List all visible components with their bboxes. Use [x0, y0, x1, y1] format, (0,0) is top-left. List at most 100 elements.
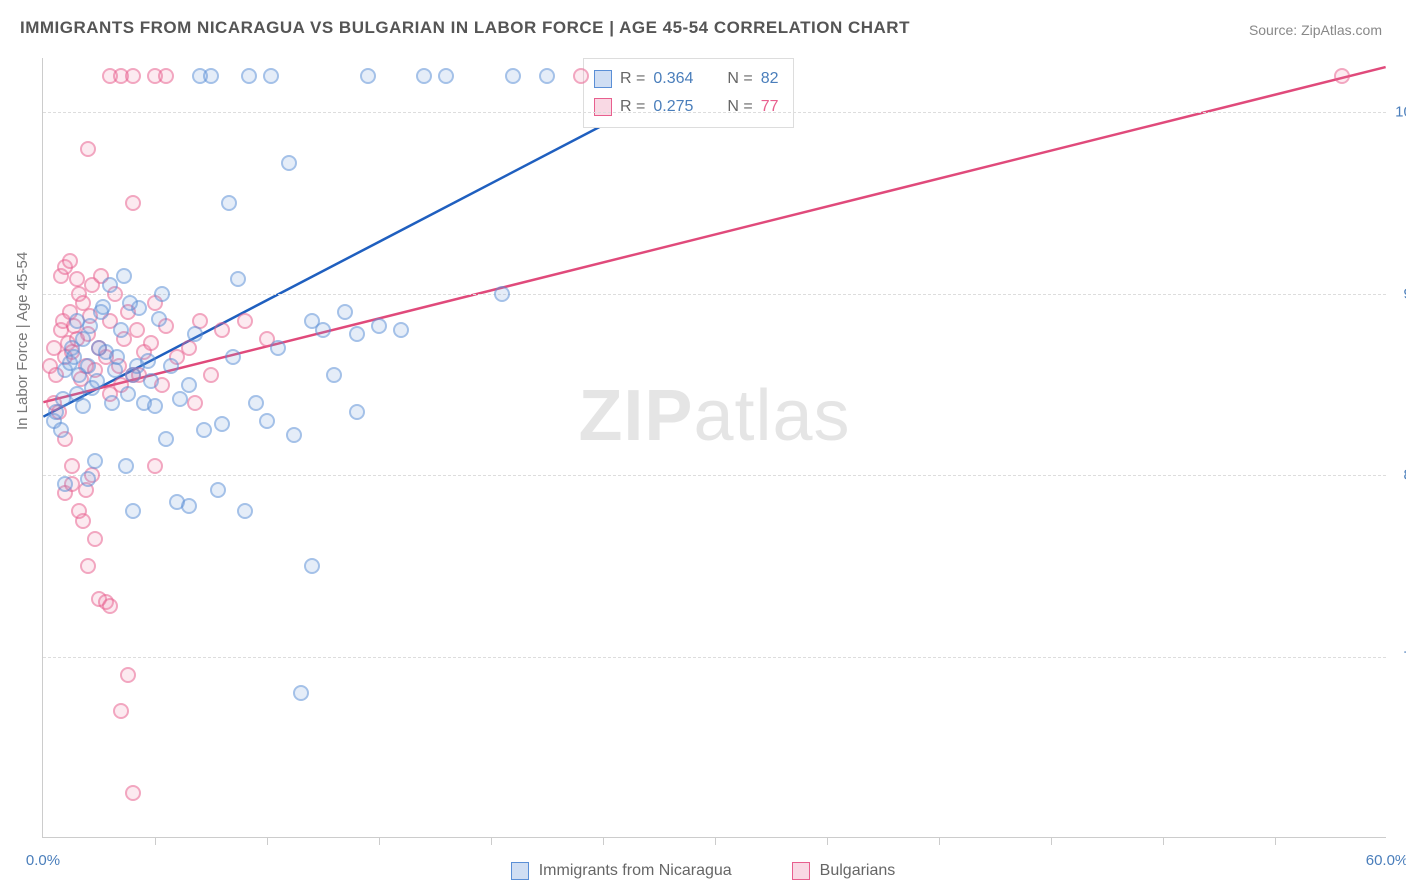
data-point — [113, 322, 129, 338]
data-point — [158, 68, 174, 84]
data-point — [69, 313, 85, 329]
data-point — [102, 598, 118, 614]
data-point — [203, 367, 219, 383]
data-point — [371, 318, 387, 334]
gridline-h — [43, 657, 1386, 658]
data-point — [196, 422, 212, 438]
series-b-label: Bulgarians — [820, 862, 896, 880]
data-point — [221, 195, 237, 211]
data-point — [259, 413, 275, 429]
data-point — [573, 68, 589, 84]
data-point — [62, 253, 78, 269]
data-point — [172, 391, 188, 407]
data-point — [210, 482, 226, 498]
data-point — [214, 416, 230, 432]
data-point — [120, 667, 136, 683]
data-point — [80, 141, 96, 157]
ytick-label: 70.0% — [1390, 648, 1406, 665]
data-point — [326, 367, 342, 383]
data-point — [304, 558, 320, 574]
data-point — [237, 503, 253, 519]
data-point — [263, 68, 279, 84]
n-value-b: 77 — [761, 93, 779, 121]
data-point — [1334, 68, 1350, 84]
data-point — [64, 458, 80, 474]
data-point — [80, 471, 96, 487]
swatch-a-icon — [511, 862, 529, 880]
xtick-minor — [379, 837, 380, 845]
data-point — [122, 295, 138, 311]
ytick-label: 90.0% — [1390, 285, 1406, 302]
data-point — [225, 349, 241, 365]
xtick-minor — [715, 837, 716, 845]
data-point — [237, 313, 253, 329]
data-point — [230, 271, 246, 287]
series-a-label: Immigrants from Nicaragua — [539, 862, 732, 880]
data-point — [147, 458, 163, 474]
data-point — [87, 453, 103, 469]
data-point — [286, 427, 302, 443]
data-point — [203, 68, 219, 84]
legend-item-a: Immigrants from Nicaragua — [511, 862, 732, 880]
data-point — [113, 703, 129, 719]
xtick-minor — [1275, 837, 1276, 845]
data-point — [241, 68, 257, 84]
chart-title: IMMIGRANTS FROM NICARAGUA VS BULGARIAN I… — [20, 18, 910, 38]
data-point — [87, 531, 103, 547]
data-point — [248, 395, 264, 411]
ytick-label: 100.0% — [1390, 104, 1406, 121]
data-point — [125, 503, 141, 519]
data-point — [151, 311, 167, 327]
swatch-series-a — [594, 70, 612, 88]
data-point — [187, 395, 203, 411]
xtick-minor — [939, 837, 940, 845]
gridline-h — [43, 475, 1386, 476]
xtick-minor — [267, 837, 268, 845]
xtick-minor — [1163, 837, 1164, 845]
legend-row-b: R = 0.275 N = 77 — [594, 93, 779, 121]
data-point — [349, 404, 365, 420]
data-point — [154, 286, 170, 302]
data-point — [71, 503, 87, 519]
data-point — [125, 785, 141, 801]
data-point — [438, 68, 454, 84]
data-point — [75, 398, 91, 414]
data-point — [181, 340, 197, 356]
r-value-a: 0.364 — [653, 65, 693, 93]
chart-container: IMMIGRANTS FROM NICARAGUA VS BULGARIAN I… — [0, 0, 1406, 892]
r-value-b: 0.275 — [653, 93, 693, 121]
ytick-label: 80.0% — [1390, 467, 1406, 484]
data-point — [120, 386, 136, 402]
data-point — [393, 322, 409, 338]
data-point — [143, 335, 159, 351]
data-point — [158, 431, 174, 447]
scatter-plot: ZIPatlas R = 0.364 N = 82 R = 0.275 N = … — [42, 58, 1386, 838]
xtick-minor — [603, 837, 604, 845]
gridline-h — [43, 112, 1386, 113]
data-point — [104, 395, 120, 411]
data-point — [53, 422, 69, 438]
data-point — [143, 373, 159, 389]
data-point — [129, 322, 145, 338]
data-point — [89, 373, 105, 389]
data-point — [187, 326, 203, 342]
data-point — [109, 349, 125, 365]
data-point — [304, 313, 320, 329]
data-point — [163, 358, 179, 374]
data-point — [539, 68, 555, 84]
data-point — [80, 558, 96, 574]
data-point — [360, 68, 376, 84]
y-axis-label: In Labor Force | Age 45-54 — [14, 252, 31, 430]
gridline-h — [43, 294, 1386, 295]
data-point — [505, 68, 521, 84]
data-point — [147, 398, 163, 414]
data-point — [69, 271, 85, 287]
xtick-minor — [827, 837, 828, 845]
stats-legend: R = 0.364 N = 82 R = 0.275 N = 77 — [583, 58, 794, 128]
data-point — [293, 685, 309, 701]
xtick-minor — [491, 837, 492, 845]
series-legend: Immigrants from Nicaragua Bulgarians — [0, 862, 1406, 880]
xtick-minor — [155, 837, 156, 845]
xtick-minor — [1051, 837, 1052, 845]
data-point — [281, 155, 297, 171]
